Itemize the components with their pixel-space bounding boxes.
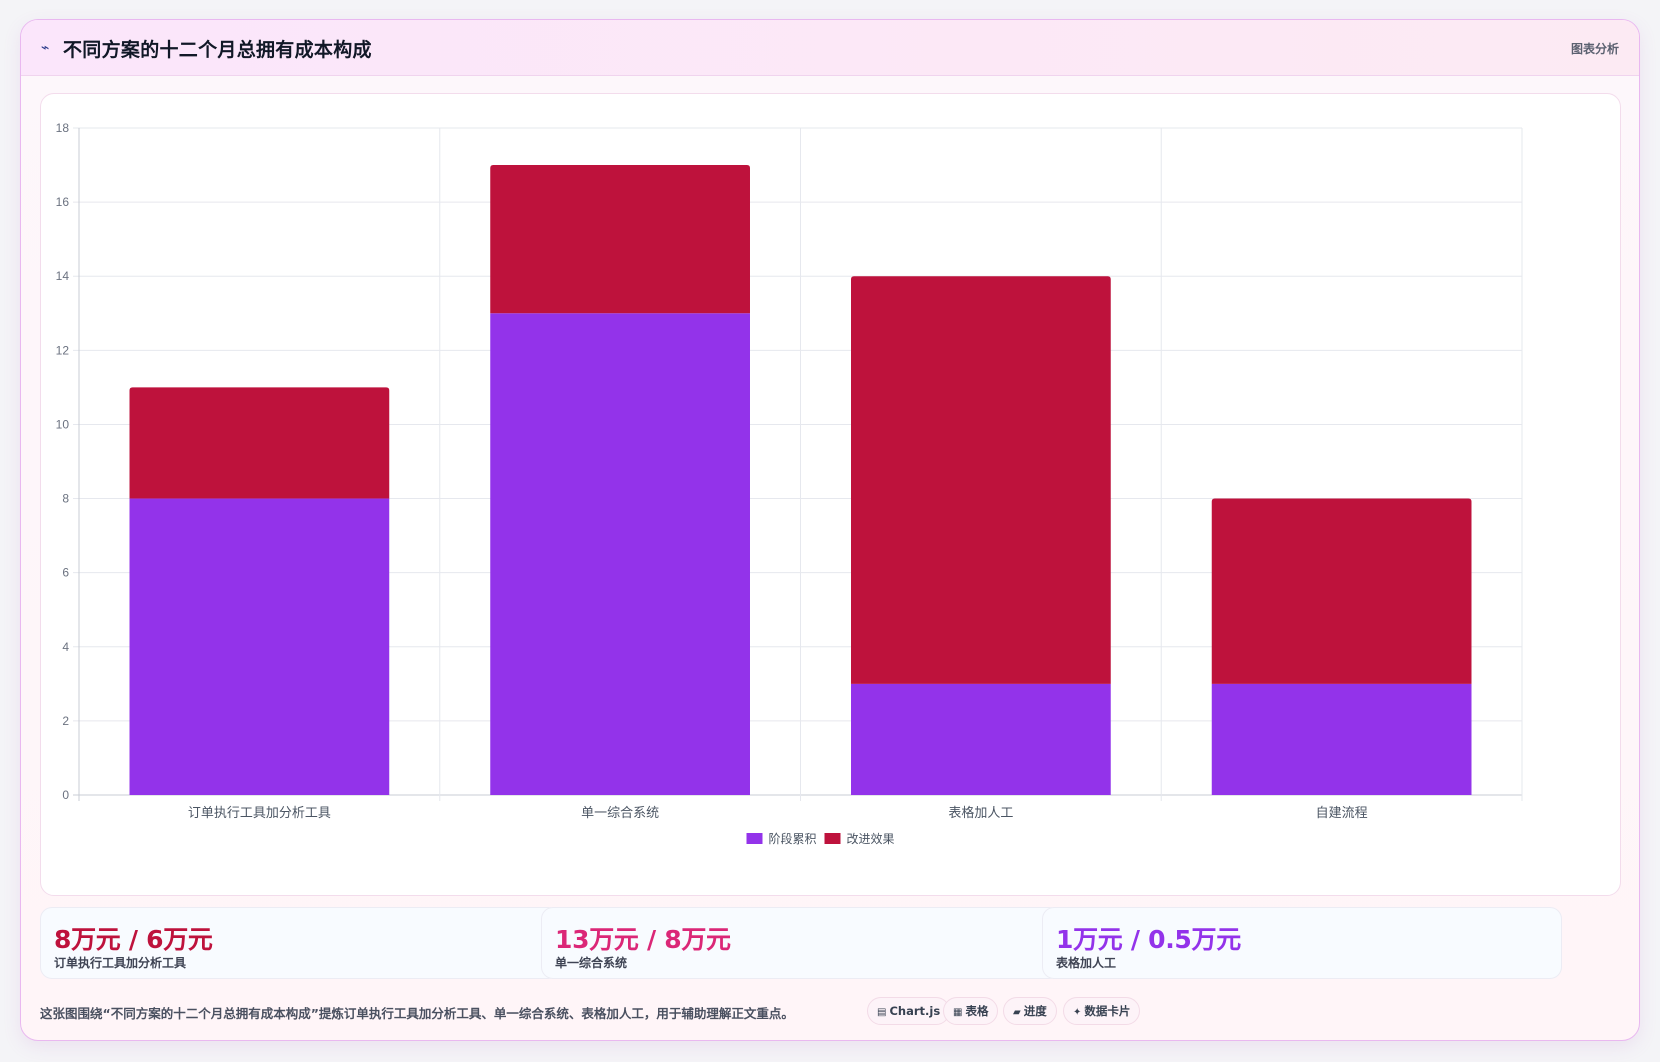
chart-card: ⌁ 不同方案的十二个月总拥有成本构成 图表分析 0 2 4 6 8 10 12 14 16 18 订… <box>20 19 1640 1041</box>
y-tick-label: 10 <box>56 417 70 431</box>
bar-segment-2 <box>490 165 750 314</box>
bar-segment-1 <box>490 313 750 795</box>
chart-title: 不同方案的十二个月总拥有成本构成 <box>63 39 372 61</box>
y-tick-label: 16 <box>56 195 70 209</box>
chip-label: 数据卡片 <box>1084 1004 1131 1018</box>
y-tick-label: 2 <box>62 714 69 728</box>
chart-panel: 0 2 4 6 8 10 12 14 16 18 订单执行工具加分析工具 单一综合系统 表格加人工 自建流… <box>40 93 1621 896</box>
bar-segment-1 <box>129 498 390 795</box>
stat-cards: 8万元 / 6万元 订单执行工具加分析工具 13万元 / 8万元 单一综合系统 … <box>40 907 1621 979</box>
chart-type-tag: 图表分析 <box>1570 42 1619 56</box>
stat-value: 8万元 / 6万元 <box>54 925 213 954</box>
chip-chartjs[interactable]: ▤ Chart.js <box>867 997 951 1025</box>
x-tick-label: 自建流程 <box>1316 805 1368 820</box>
chip-label: 表格 <box>965 1004 989 1018</box>
chip-progress[interactable]: ▰ 进度 <box>1003 997 1057 1025</box>
stat-label: 订单执行工具加分析工具 <box>54 956 187 970</box>
y-tick-label: 18 <box>56 121 70 135</box>
bar-segment-2 <box>129 387 390 499</box>
stat-card: 13万元 / 8万元 单一综合系统 <box>541 907 1061 979</box>
chip-table[interactable]: ▦ 表格 <box>943 997 999 1025</box>
chart-icon: ▤ <box>877 1007 887 1018</box>
stat-label: 单一综合系统 <box>555 956 628 970</box>
progress-icon: ▰ <box>1013 1007 1021 1018</box>
sparkle-icon: ✦ <box>1073 1007 1082 1018</box>
bar-segment-2 <box>851 276 1111 684</box>
stat-card: 1万元 / 0.5万元 表格加人工 <box>1042 907 1562 979</box>
legend-swatch <box>746 833 763 844</box>
bar-segment-1 <box>851 683 1111 795</box>
y-tick-label: 0 <box>62 788 69 802</box>
legend-label: 阶段累积 <box>769 831 817 846</box>
y-tick-label: 14 <box>56 269 70 283</box>
stacked-bar-chart: 0 2 4 6 8 10 12 14 16 18 订单执行工具加分析工具 单一综合系统 表格加人工 自建流… <box>56 121 1523 846</box>
x-tick-label: 订单执行工具加分析工具 <box>188 805 331 820</box>
x-tick-label: 表格加人工 <box>948 805 1013 820</box>
legend-label: 改进效果 <box>847 831 895 846</box>
x-tick-label: 单一综合系统 <box>581 805 659 820</box>
y-tick-label: 8 <box>62 492 69 506</box>
bar-segment-2 <box>1211 498 1472 684</box>
y-tick-label: 12 <box>56 343 70 357</box>
stat-value: 1万元 / 0.5万元 <box>1056 925 1241 954</box>
chart-line-icon: ⌁ <box>41 40 50 56</box>
legend-swatch <box>824 833 841 844</box>
y-tick-label: 4 <box>62 640 69 654</box>
card-header: ⌁ 不同方案的十二个月总拥有成本构成 图表分析 <box>21 20 1639 76</box>
chip-data-cards[interactable]: ✦ 数据卡片 <box>1063 997 1141 1025</box>
stat-label: 表格加人工 <box>1056 956 1117 970</box>
chip-label: 进度 <box>1023 1004 1047 1018</box>
footer-note: 这张图围绕“不同方案的十二个月总拥有成本构成”提炼订单执行工具加分析工具、单一综… <box>40 1006 794 1021</box>
stat-card: 8万元 / 6万元 订单执行工具加分析工具 <box>40 907 560 979</box>
chip-label: Chart.js <box>889 1004 941 1018</box>
table-icon: ▦ <box>953 1007 963 1018</box>
y-tick-label: 6 <box>62 566 69 580</box>
bar-segment-1 <box>1211 683 1472 795</box>
stat-value: 13万元 / 8万元 <box>555 925 731 954</box>
